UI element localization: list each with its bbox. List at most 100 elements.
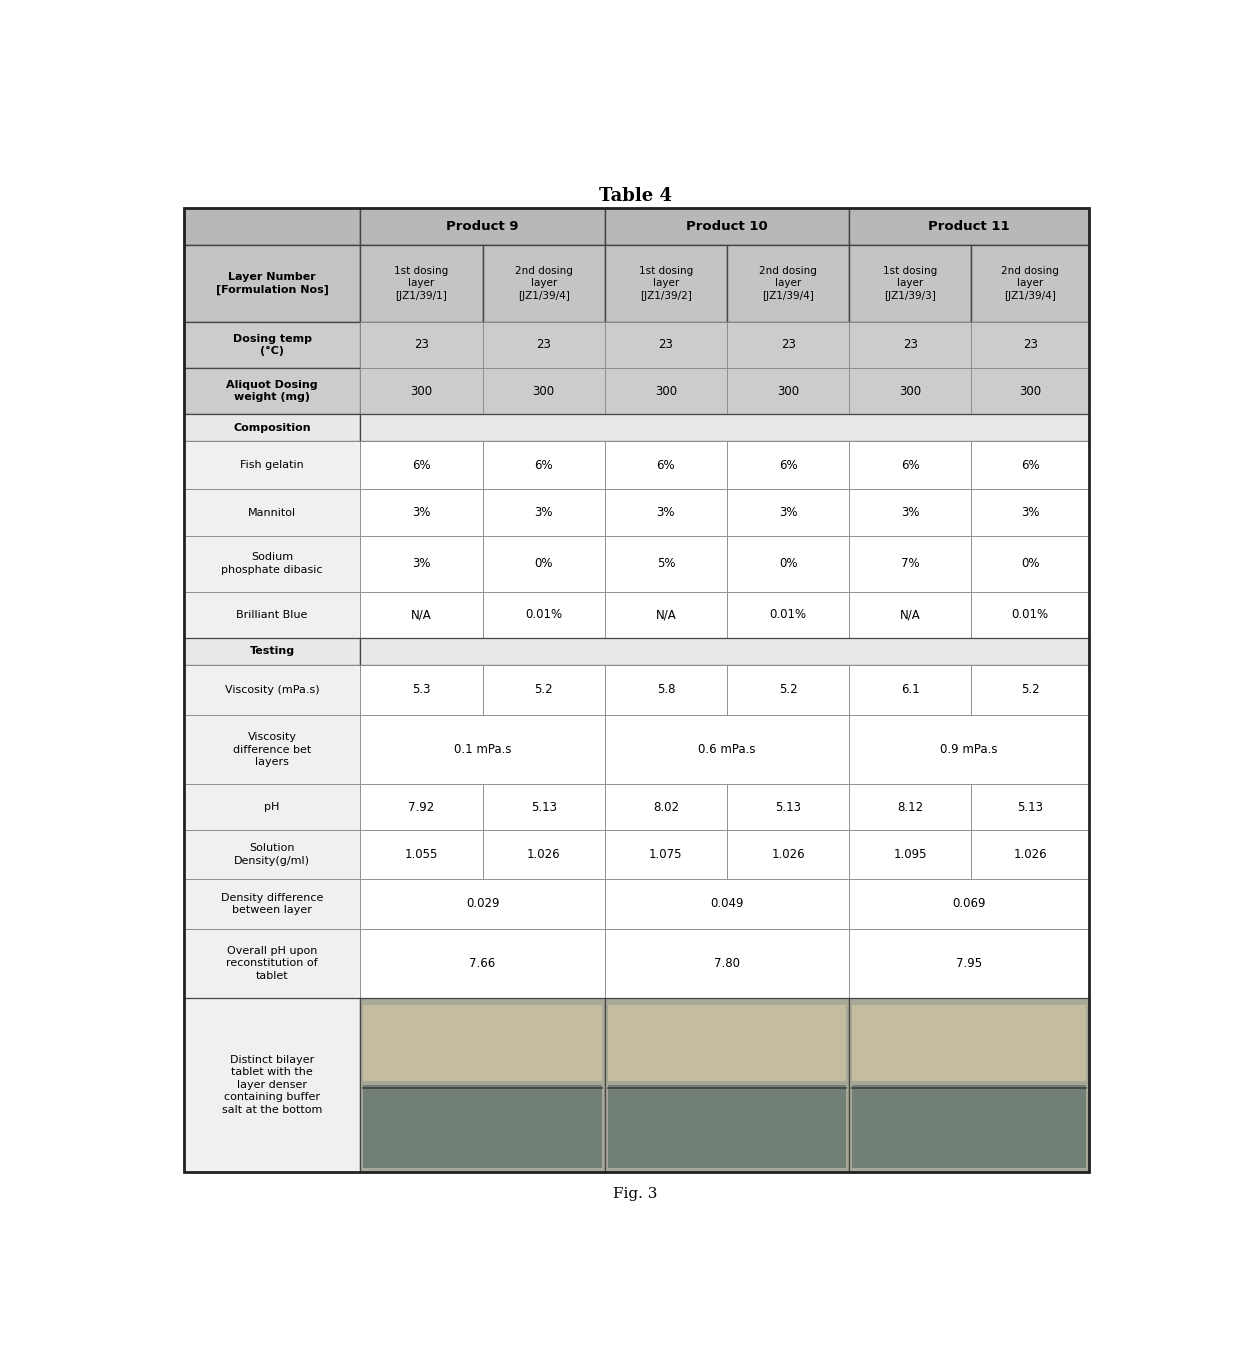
Bar [727, 784, 849, 831]
Text: 8.12: 8.12 [898, 800, 924, 814]
Text: Sodium
phosphate dibasic: Sodium phosphate dibasic [222, 552, 322, 575]
Bar [482, 367, 605, 414]
Text: Composition: Composition [233, 422, 311, 433]
Text: 3%: 3% [412, 505, 430, 519]
Text: 5%: 5% [657, 557, 675, 570]
Text: N/A: N/A [656, 608, 676, 622]
Text: 5.2: 5.2 [534, 683, 553, 697]
Bar [361, 535, 482, 591]
Bar [482, 441, 605, 489]
Bar [727, 367, 849, 414]
Text: 23: 23 [781, 339, 796, 351]
Text: 7.92: 7.92 [408, 800, 434, 814]
Text: Dosing temp
(°C): Dosing temp (°C) [233, 333, 311, 357]
Text: 0%: 0% [1021, 557, 1039, 570]
Text: 23: 23 [1023, 339, 1038, 351]
Text: 5.2: 5.2 [779, 683, 797, 697]
Bar [605, 208, 849, 245]
Bar [361, 999, 605, 1172]
Bar [849, 367, 971, 414]
Text: Fig. 3: Fig. 3 [614, 1187, 657, 1201]
Text: 300: 300 [410, 385, 433, 398]
Bar [361, 367, 482, 414]
Bar [971, 441, 1089, 489]
Text: 8.02: 8.02 [653, 800, 678, 814]
Bar [605, 831, 727, 878]
Bar [849, 591, 971, 638]
Bar [605, 322, 727, 367]
Text: Density difference
between layer: Density difference between layer [221, 892, 324, 915]
Bar [727, 441, 849, 489]
Text: 1st dosing
layer
[JZ1/39/2]: 1st dosing layer [JZ1/39/2] [639, 266, 693, 301]
Text: 0%: 0% [779, 557, 797, 570]
Text: N/A: N/A [412, 608, 432, 622]
Bar [184, 878, 361, 929]
Text: 0.049: 0.049 [711, 897, 744, 910]
Bar [184, 999, 361, 1172]
Bar [605, 999, 849, 1172]
Text: 0.01%: 0.01% [1012, 608, 1049, 622]
Text: 6%: 6% [534, 459, 553, 471]
Text: 1.075: 1.075 [649, 848, 683, 861]
Text: Testing: Testing [249, 646, 295, 656]
Text: 0.069: 0.069 [952, 897, 986, 910]
Text: 1.055: 1.055 [404, 848, 438, 861]
Text: 3%: 3% [901, 505, 920, 519]
Text: Layer Number
[Formulation Nos]: Layer Number [Formulation Nos] [216, 272, 329, 295]
Text: 3%: 3% [779, 505, 797, 519]
Bar [482, 784, 605, 831]
Bar [361, 208, 605, 245]
Bar [605, 784, 727, 831]
Text: 3%: 3% [534, 505, 553, 519]
Bar [482, 535, 605, 591]
Bar [849, 714, 1089, 784]
Text: 300: 300 [899, 385, 921, 398]
Text: 7.66: 7.66 [470, 958, 496, 970]
Text: 6%: 6% [656, 459, 676, 471]
Bar [605, 367, 727, 414]
Bar [727, 831, 849, 878]
Text: 0.9 mPa.s: 0.9 mPa.s [940, 743, 998, 755]
Bar [482, 591, 605, 638]
Bar [605, 489, 727, 535]
Bar [184, 367, 361, 414]
Bar [605, 591, 727, 638]
Text: 300: 300 [533, 385, 554, 398]
Text: 5.13: 5.13 [775, 800, 801, 814]
Bar [608, 1085, 847, 1168]
Bar [605, 665, 727, 714]
Text: 0.1 mPa.s: 0.1 mPa.s [454, 743, 511, 755]
Bar [849, 441, 971, 489]
Text: Viscosity (mPa.s): Viscosity (mPa.s) [224, 684, 320, 695]
Text: 7.95: 7.95 [956, 958, 982, 970]
Bar [605, 714, 849, 784]
Bar [482, 322, 605, 367]
Bar [184, 714, 361, 784]
Text: 7.80: 7.80 [714, 958, 740, 970]
Bar [605, 929, 849, 999]
Text: 1.026: 1.026 [1013, 848, 1047, 861]
Bar [363, 1085, 601, 1168]
Text: 5.2: 5.2 [1021, 683, 1039, 697]
Bar [184, 245, 361, 322]
Text: Overall pH upon
reconstitution of
tablet: Overall pH upon reconstitution of tablet [226, 947, 317, 981]
Bar [361, 831, 482, 878]
Bar [605, 878, 849, 929]
Text: 1.026: 1.026 [527, 848, 560, 861]
Bar [482, 489, 605, 535]
Text: Mannitol: Mannitol [248, 508, 296, 518]
Text: 2nd dosing
layer
[JZ1/39/4]: 2nd dosing layer [JZ1/39/4] [759, 266, 817, 301]
Text: pH: pH [264, 802, 280, 813]
Bar [184, 831, 361, 878]
Bar [971, 245, 1089, 322]
Text: 5.3: 5.3 [412, 683, 430, 697]
Text: 300: 300 [655, 385, 677, 398]
Bar [184, 414, 361, 441]
Bar [184, 322, 361, 367]
Bar [849, 208, 1089, 245]
Bar [971, 591, 1089, 638]
Text: 1.026: 1.026 [771, 848, 805, 861]
Bar [971, 784, 1089, 831]
Text: 6%: 6% [1021, 459, 1039, 471]
Text: 3%: 3% [412, 557, 430, 570]
